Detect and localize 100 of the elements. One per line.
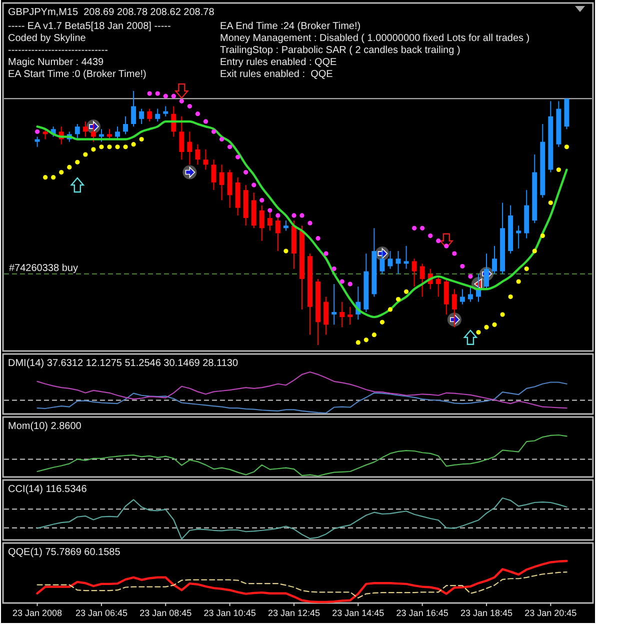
point (460, 264, 465, 269)
point (252, 182, 256, 188)
point (476, 330, 481, 335)
point (276, 213, 280, 218)
point (484, 324, 489, 330)
text: EA Start Time :0 (Broker Time!) (8, 69, 146, 80)
candlestick (187, 131, 192, 166)
point (356, 340, 360, 345)
candlestick (179, 116, 184, 160)
text: Magic Number : 4439 (8, 57, 104, 68)
text: ------------------------------ (8, 45, 108, 56)
candlestick (460, 288, 465, 305)
point (228, 144, 232, 150)
point (292, 213, 296, 218)
point (268, 208, 272, 213)
x-tick-label: 23 Jan 14:45 (332, 608, 384, 618)
text: Coded by Skyline (8, 33, 86, 44)
point (372, 332, 376, 338)
point (316, 236, 320, 241)
chart-title: QQE(1) 75.7869 60.1585 (8, 547, 121, 558)
text: EA End Time :24 (Broker Time!) (220, 21, 361, 32)
candlestick (74, 124, 80, 140)
point (195, 112, 200, 116)
point (444, 244, 449, 248)
point (396, 296, 401, 302)
text: Money Management : Disabled ( 1.00000000 fixed Lots for all trades ) (220, 33, 530, 44)
candlestick (115, 126, 120, 140)
text: Exit rules enabled : QQE (220, 69, 334, 80)
point (91, 147, 96, 152)
point (75, 160, 80, 164)
candlestick (444, 278, 449, 316)
point (468, 274, 473, 279)
candlestick (219, 164, 224, 201)
candlestick (34, 136, 40, 148)
text: Entry rules enabled : QQE (220, 57, 338, 68)
point (139, 136, 144, 142)
point (340, 279, 344, 284)
point (412, 226, 417, 230)
candlestick (283, 220, 288, 232)
point (83, 152, 88, 157)
x-tick-label: 23 Jan 2008 (12, 608, 62, 618)
text: ----- EA v1.7 Beta5[18 Jan 2008] ----- (8, 21, 171, 32)
candlestick (340, 301, 345, 328)
point (564, 144, 570, 150)
point (244, 170, 248, 175)
candlestick (516, 225, 522, 249)
x-tick-label: 23 Jan 16:45 (396, 608, 448, 618)
point (532, 248, 537, 254)
point (308, 220, 312, 226)
candlestick (82, 120, 88, 138)
point (51, 175, 56, 180)
candlestick (147, 108, 152, 122)
point (324, 251, 328, 256)
point (364, 338, 368, 342)
candlestick (420, 263, 425, 298)
candlestick (155, 108, 160, 122)
candlestick (452, 288, 457, 328)
point (404, 289, 409, 294)
point (34, 129, 40, 134)
candlestick (211, 159, 216, 191)
text: TrailingStop : Parabolic SAR ( 2 candles back trailing ) (220, 45, 460, 56)
candlestick (106, 128, 112, 140)
candlestick (275, 218, 280, 252)
point (300, 213, 304, 218)
point (107, 144, 112, 150)
candlestick (98, 128, 104, 142)
candlestick (492, 245, 498, 274)
candlestick (259, 204, 264, 242)
candlestick (42, 128, 48, 140)
chart-title: Mom(10) 2.8600 (8, 421, 82, 432)
point (187, 104, 192, 109)
point (452, 251, 457, 256)
point (99, 144, 104, 150)
point (428, 233, 433, 238)
candlestick (324, 296, 329, 336)
candlestick (195, 144, 200, 166)
candlestick (267, 210, 272, 232)
candlestick (412, 258, 417, 288)
point (548, 200, 553, 206)
point (492, 322, 497, 327)
point (155, 91, 160, 96)
candlestick (348, 306, 353, 326)
candlestick (436, 276, 441, 298)
point (179, 98, 184, 104)
point (163, 94, 168, 98)
candlestick (468, 286, 473, 302)
point (43, 175, 48, 180)
candlestick (123, 116, 128, 135)
chart-title: GBPJPYm,M15 208.69 208.78 208.62 208.78 (8, 7, 215, 18)
point (332, 266, 336, 272)
point (524, 266, 529, 272)
point (284, 248, 288, 254)
x-tick-label: 23 Jan 06:45 (75, 608, 128, 618)
x-tick-label: 23 Jan 10:45 (204, 608, 256, 618)
candlestick (227, 169, 232, 208)
candlestick (139, 108, 144, 125)
point (348, 282, 352, 286)
point (59, 170, 64, 175)
point (123, 144, 128, 150)
point (380, 320, 385, 324)
